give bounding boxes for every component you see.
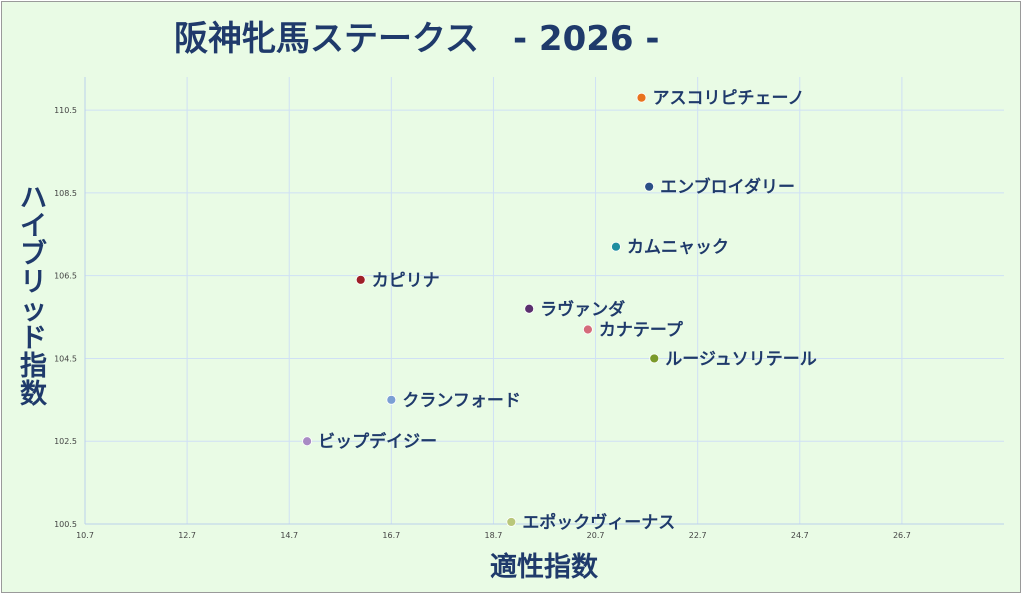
x-tick-label: 18.7	[485, 531, 503, 540]
data-point	[302, 436, 312, 447]
data-point	[649, 353, 660, 364]
data-point	[524, 303, 535, 314]
y-tick-label: 100.5	[54, 520, 77, 529]
y-tick-labels: 100.5 102.5 104.5 106.5 108.5 110.5	[54, 106, 77, 529]
data-point-label: エポックヴィーナス	[522, 512, 675, 533]
x-tick-label: 24.7	[791, 531, 809, 540]
y-tick-label: 110.5	[54, 106, 77, 115]
data-point-label: カピリナ	[372, 271, 440, 291]
data-point-label: アスコリピチェーノ	[653, 89, 805, 109]
data-point-label: ラヴァンダ	[540, 299, 625, 320]
data-point	[582, 324, 593, 335]
data-point-label: カムニャック	[627, 238, 729, 258]
axis-layer	[84, 77, 1004, 525]
y-axis-title-char: ッ	[20, 295, 47, 326]
x-tick-label: 16.7	[382, 531, 400, 540]
y-axis-title-char: リ	[20, 267, 47, 298]
data-point	[611, 241, 621, 252]
y-axis-title-char: ハ	[20, 183, 47, 214]
x-tick-label: 10.7	[76, 531, 94, 540]
x-tick-label: 14.7	[280, 531, 298, 540]
x-tick-label: 22.7	[689, 531, 707, 540]
y-tick-label: 102.5	[54, 437, 77, 446]
x-tick-label: 12.7	[178, 531, 196, 540]
y-tick-label: 108.5	[54, 189, 77, 198]
data-point-label: ビップデイジー	[318, 431, 437, 452]
y-axis-title-char: イ	[20, 211, 47, 242]
x-axis-title: 適性指数	[490, 551, 599, 583]
data-point	[386, 394, 397, 405]
y-axis-title-char: 数	[20, 379, 48, 410]
x-tick-label: 20.7	[587, 531, 605, 540]
data-point	[636, 92, 647, 103]
x-tick-label: 26.7	[893, 531, 911, 540]
x-tick-labels: 10.7 12.7 14.7 16.7 18.7 20.7 22.7 24.7 26.7	[76, 531, 911, 540]
y-tick-label: 104.5	[54, 354, 77, 363]
data-point	[355, 274, 366, 285]
y-axis-title-char: ブ	[20, 238, 47, 270]
data-point-label: クランフォード	[402, 391, 521, 411]
data-point-label: エンブロイダリー	[660, 177, 795, 198]
data-point-label: カナテープ	[599, 319, 684, 340]
data-point	[506, 517, 517, 527]
data-points: アスコリピチェーノエンブロイダリーカムニャックカピリナラヴァンダカナテープルージ…	[302, 89, 817, 533]
y-axis-title: ハイブリッド指数	[20, 183, 48, 410]
data-point-label: ルージュソリテール	[665, 349, 816, 369]
data-point	[644, 181, 655, 192]
chart-title: 阪神牝馬ステークス - 2026 -	[174, 19, 660, 59]
y-axis-title-char: 指	[20, 351, 47, 382]
y-tick-label: 106.5	[54, 272, 77, 281]
y-axis-title-char: ド	[20, 323, 47, 354]
